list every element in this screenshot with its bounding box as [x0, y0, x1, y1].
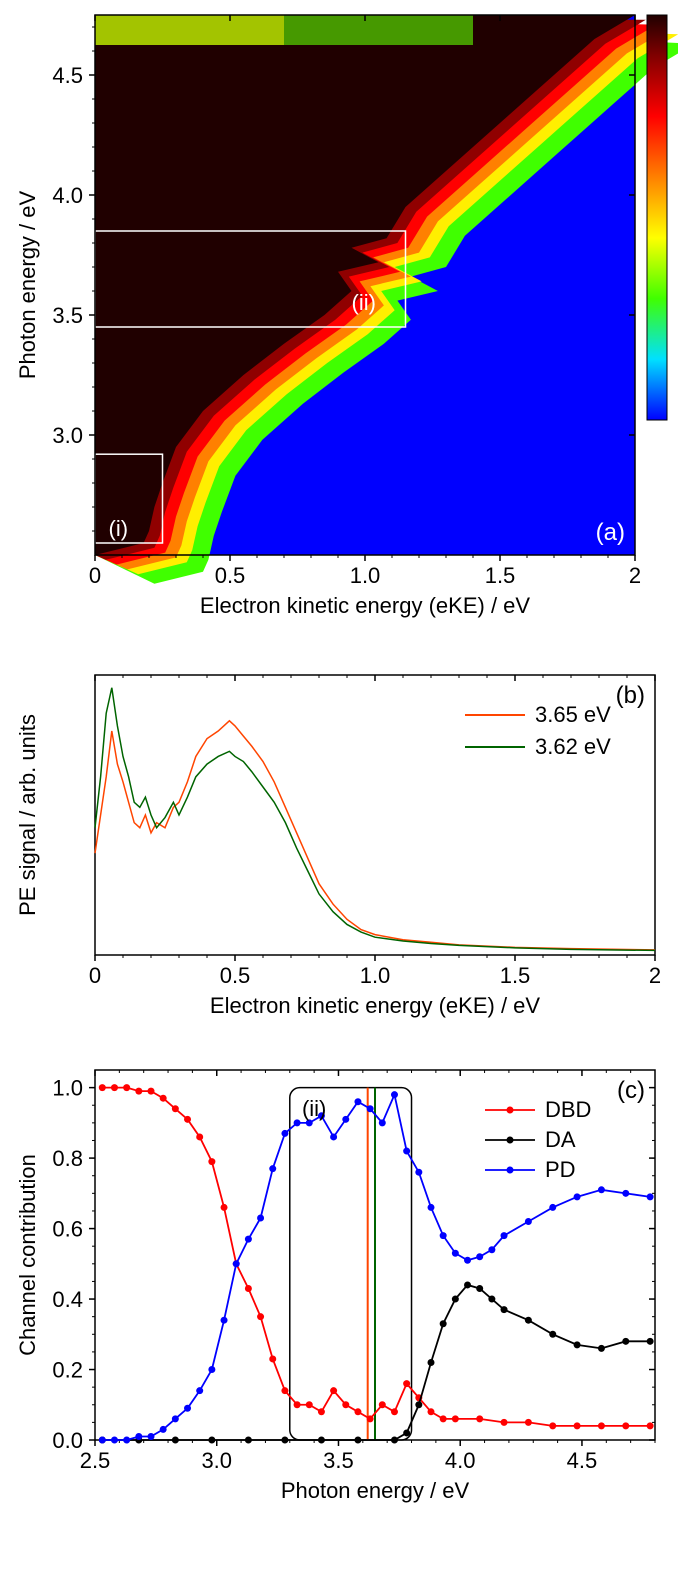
svg-text:3.0: 3.0	[201, 1448, 232, 1473]
svg-text:1.0: 1.0	[52, 1076, 83, 1101]
annotation-ii: (ii)	[352, 290, 376, 315]
region-ii-box-c	[290, 1088, 412, 1440]
svg-text:4.0: 4.0	[445, 1448, 476, 1473]
svg-text:DBD: DBD	[545, 1097, 591, 1122]
svg-text:3.65 eV: 3.65 eV	[535, 702, 611, 727]
svg-text:0: 0	[89, 563, 101, 588]
panel-c-svg: 2.5 3.0 3.5 4.0 4.5 0.0 0.2 0.4 0.6 0.8 1.0 (ii) D…	[10, 1060, 678, 1530]
svg-text:0.2: 0.2	[52, 1358, 83, 1383]
annotation-ii-c: (ii)	[302, 1096, 326, 1121]
svg-text:0.5: 0.5	[220, 963, 251, 988]
svg-text:1.0: 1.0	[350, 563, 381, 588]
panel-b-xlabel: Electron kinetic energy (eKE) / eV	[210, 993, 540, 1018]
panel-c-xlabel: Photon energy / eV	[281, 1478, 470, 1503]
panel-b-ylabel: PE signal / arb. units	[15, 714, 40, 916]
svg-text:0.4: 0.4	[52, 1287, 83, 1312]
svg-text:4.5: 4.5	[567, 1448, 598, 1473]
panel-c: 2.5 3.0 3.5 4.0 4.5 0.0 0.2 0.4 0.6 0.8 1.0 (ii) D…	[10, 1060, 678, 1535]
heatmap	[95, 15, 678, 584]
svg-text:0.5: 0.5	[215, 563, 246, 588]
panel-a-label: (a)	[596, 519, 625, 546]
svg-text:4.5: 4.5	[52, 63, 83, 88]
panel-b-label: (b)	[616, 682, 645, 709]
svg-text:2.5: 2.5	[80, 1448, 111, 1473]
panel-a-svg: (i) (ii) (a) 0 0.5 1.0 1.5 2 3.0 3.5 4.0 4.5 Ele…	[10, 10, 678, 640]
panel-a-ylabel: Photon energy / eV	[15, 191, 40, 380]
annotation-i: (i)	[109, 516, 129, 541]
svg-text:2: 2	[649, 963, 661, 988]
svg-text:4.0: 4.0	[52, 183, 83, 208]
svg-text:3.62 eV: 3.62 eV	[535, 734, 611, 759]
panel-c-legend: DBD DA PD	[485, 1097, 591, 1182]
panel-a: (i) (ii) (a) 0 0.5 1.0 1.5 2 3.0 3.5 4.0 4.5 Ele…	[10, 10, 678, 645]
colorbar	[647, 15, 667, 420]
svg-text:0.0: 0.0	[52, 1428, 83, 1453]
svg-text:2: 2	[629, 563, 641, 588]
svg-text:0: 0	[89, 963, 101, 988]
panel-b: 0 0.5 1.0 1.5 2 3.65 eV 3.62 eV (b) Electron …	[10, 665, 678, 1040]
svg-text:0.6: 0.6	[52, 1217, 83, 1242]
svg-text:1.5: 1.5	[500, 963, 531, 988]
panel-b-svg: 0 0.5 1.0 1.5 2 3.65 eV 3.62 eV (b) Electron …	[10, 665, 678, 1035]
panel-b-legend: 3.65 eV 3.62 eV	[465, 702, 611, 759]
panel-c-label: (c)	[617, 1077, 645, 1104]
panel-c-ylabel: Channel contribution	[15, 1154, 40, 1356]
svg-text:1.0: 1.0	[360, 963, 391, 988]
svg-text:0.8: 0.8	[52, 1146, 83, 1171]
series-362ev	[95, 688, 655, 951]
panel-a-xlabel: Electron kinetic energy (eKE) / eV	[200, 593, 530, 618]
svg-text:DA: DA	[545, 1127, 576, 1152]
svg-text:PD: PD	[545, 1157, 576, 1182]
svg-text:3.0: 3.0	[52, 423, 83, 448]
svg-text:1.5: 1.5	[485, 563, 516, 588]
svg-text:3.5: 3.5	[323, 1448, 354, 1473]
series-da	[102, 1285, 650, 1440]
svg-text:3.5: 3.5	[52, 303, 83, 328]
